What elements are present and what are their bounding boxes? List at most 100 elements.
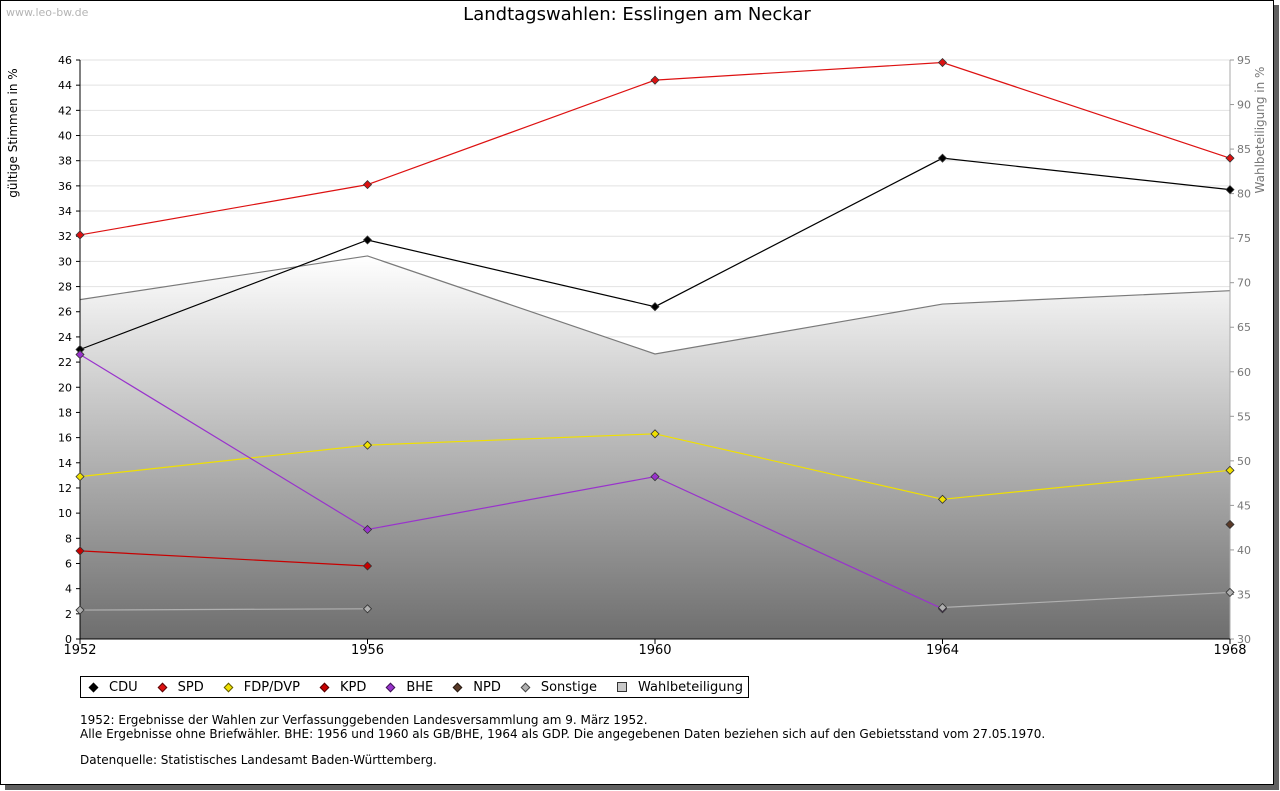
y2-tick-label: 65: [1237, 321, 1251, 334]
legend-label: CDU: [109, 679, 138, 695]
legend-marker-kpd: [319, 682, 330, 692]
legend-item-wahlbeteiligung: Wahlbeteiligung: [617, 680, 743, 695]
marker-sonstige: [75, 605, 85, 615]
turnout-area-fill: [80, 255, 1230, 639]
legend-marker-wahlbeteiligung: [617, 682, 628, 692]
legend-marker-sonstige: [520, 682, 531, 692]
y2-tick-label: 55: [1237, 410, 1251, 423]
y-tick-label: 2: [65, 608, 72, 621]
marker-spd: [937, 57, 948, 68]
y-tick-label: 36: [58, 180, 72, 193]
line-bhe: [79, 354, 943, 610]
y-tick-label: 24: [58, 331, 72, 344]
legend-item-cdu: CDU: [88, 679, 138, 695]
y-tick-label: 32: [58, 230, 72, 243]
y-tick-label: 16: [58, 432, 72, 445]
marker-kpd: [75, 546, 85, 556]
y2-tick-label: 95: [1237, 54, 1251, 67]
y2-tick-label: 80: [1237, 188, 1251, 201]
y-tick-label: 14: [58, 457, 72, 470]
x-axis-ticks: 1952 1956 1960 1964 1968: [63, 639, 1247, 658]
marker-spd: [75, 230, 85, 240]
y2-tick-label: 30: [1237, 633, 1251, 646]
legend-item-npd: NPD: [452, 679, 501, 695]
y-tick-label: 46: [58, 54, 72, 67]
y-tick-label: 28: [58, 281, 72, 294]
y-tick-label: 0: [65, 633, 72, 646]
y2-tick-label: 85: [1237, 143, 1251, 156]
marker-cdu: [937, 153, 948, 163]
y-tick-label: 44: [58, 79, 72, 92]
chart-notes: 1952: Ergebnisse der Wahlen zur Verfassu…: [80, 713, 1045, 767]
marker-cdu: [1225, 185, 1235, 195]
marker-cdu: [650, 302, 660, 312]
chart-title: Landtagswahlen: Esslingen am Neckar: [463, 4, 811, 25]
legend-item-sonstige: Sonstige: [520, 679, 598, 695]
y-axis-ticks: 0246810121416182022242628303234363840424…: [58, 54, 80, 646]
y-tick-label: 12: [58, 482, 72, 495]
y2-axis-label: Wahlbeteiligung in %: [1253, 67, 1267, 194]
y-tick-label: 30: [58, 255, 72, 268]
marker-fdp-dvp: [650, 429, 660, 439]
marker-sonstige: [362, 604, 373, 614]
y-axis-label: gültige Stimmen in %: [6, 68, 20, 197]
legend-marker-fdp-dvp: [223, 682, 234, 692]
y2-tick-label: 70: [1237, 277, 1251, 290]
y-tick-label: 42: [58, 104, 72, 117]
marker-fdp-dvp: [1225, 465, 1235, 475]
line-sonstige: [79, 591, 1231, 611]
marker-sonstige: [937, 602, 948, 613]
legend: CDU SPD FDP/DVP KPD BHE NPD Sonstige Wahlbeteil…: [80, 676, 750, 698]
watermark: www.leo-bw.de: [6, 6, 89, 19]
legend-label: FDP/DVP: [243, 679, 300, 695]
line-kpd: [79, 550, 368, 567]
data-source: Datenquelle: Statistisches Landesamt Bad…: [80, 753, 437, 767]
y-tick-label: 18: [58, 406, 72, 419]
legend-label: BHE: [406, 679, 434, 695]
legend-marker-cdu: [88, 682, 99, 692]
y-tick-label: 8: [65, 532, 72, 545]
y-tick-label: 20: [58, 381, 72, 394]
legend-label: KPD: [339, 679, 367, 695]
marker-sonstige: [1225, 587, 1235, 597]
y2-tick-label: 75: [1237, 232, 1251, 245]
marker-spd: [362, 180, 373, 190]
legend-label: NPD: [473, 679, 501, 695]
legend-marker-bhe: [385, 682, 396, 692]
y-tick-label: 4: [65, 583, 72, 596]
y-tick-label: 6: [65, 557, 72, 570]
marker-spd: [1225, 153, 1235, 163]
x-tick-label: 1952: [63, 643, 96, 658]
legend-label: Wahlbeteiligung: [638, 679, 744, 695]
y-tick-label: 38: [58, 155, 72, 168]
marker-fdp-dvp: [362, 440, 373, 450]
legend-label: Sonstige: [540, 679, 598, 695]
x-tick-label: 1960: [638, 643, 671, 658]
legend-label: SPD: [177, 679, 204, 695]
y2-axis-ticks: 30 35 40 45 50 55 60 65 70 75 80 85 90 95: [1230, 54, 1251, 646]
legend-marker-spd: [157, 682, 168, 692]
marker-bhe: [75, 349, 85, 360]
y-tick-label: 22: [58, 356, 72, 369]
legend-item-spd: SPD: [157, 679, 204, 695]
y-tick-label: 40: [58, 130, 72, 143]
marker-spd: [650, 75, 660, 85]
turnout-line: [79, 255, 1231, 355]
turnout-area: [79, 255, 1231, 639]
series-markers: [75, 57, 1235, 615]
y2-tick-label: 90: [1237, 99, 1251, 112]
marker-bhe: [650, 472, 660, 482]
legend-item-fdp-dvp: FDP/DVP: [223, 679, 300, 695]
y2-tick-label: 45: [1237, 499, 1251, 512]
y-tick-label: 10: [58, 507, 72, 520]
marker-fdp-dvp: [937, 494, 948, 504]
y-tick-label: 26: [58, 306, 72, 319]
legend-item-bhe: BHE: [385, 679, 434, 695]
note-general: Alle Ergebnisse ohne Briefwähler. BHE: 1…: [80, 727, 1046, 741]
y2-tick-label: 40: [1237, 544, 1251, 557]
x-tick-label: 1956: [351, 643, 384, 658]
marker-kpd: [362, 561, 373, 571]
marker-cdu: [362, 235, 373, 245]
marker-npd: [1225, 519, 1235, 530]
